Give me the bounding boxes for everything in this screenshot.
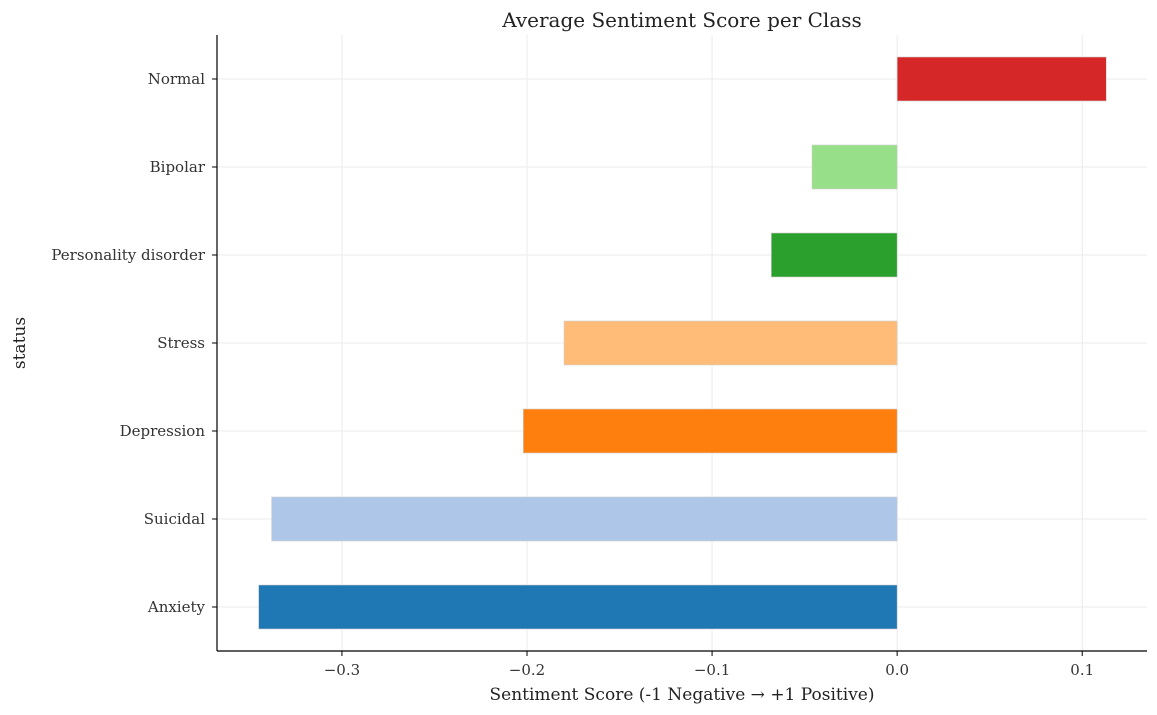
y-tick-label: Anxiety: [147, 598, 206, 616]
y-tick-label: Normal: [148, 70, 205, 88]
tick-layer: −0.3 −0.2 −0.1 0.0 0.1 Anxiety Suicidal Depress…: [51, 70, 1094, 679]
y-tick-label: Depression: [120, 422, 206, 440]
x-tick-label: 0.1: [1070, 661, 1094, 679]
x-tick-label: −0.3: [324, 661, 360, 679]
y-tick-label: Personality disorder: [51, 246, 205, 264]
bar-personality-disorder: [770, 232, 898, 278]
x-axis-label: Sentiment Score (-1 Negative → +1 Positi…: [490, 685, 875, 705]
y-axis-label: status: [10, 317, 30, 369]
bar-stress: [563, 320, 898, 366]
y-tick-label: Suicidal: [144, 510, 205, 528]
y-tick-label: Bipolar: [150, 158, 206, 176]
bar-layer: [258, 56, 1107, 630]
chart-title: Average Sentiment Score per Class: [501, 8, 862, 32]
x-tick-label: −0.1: [694, 661, 730, 679]
x-tick-label: −0.2: [509, 661, 545, 679]
bar-suicidal: [271, 496, 898, 542]
y-tick-label: Stress: [157, 334, 205, 352]
bar-depression: [522, 408, 898, 454]
x-tick-label: 0.0: [885, 661, 909, 679]
bar-normal: [896, 56, 1107, 102]
bar-anxiety: [258, 584, 898, 630]
bar-bipolar: [811, 144, 898, 190]
